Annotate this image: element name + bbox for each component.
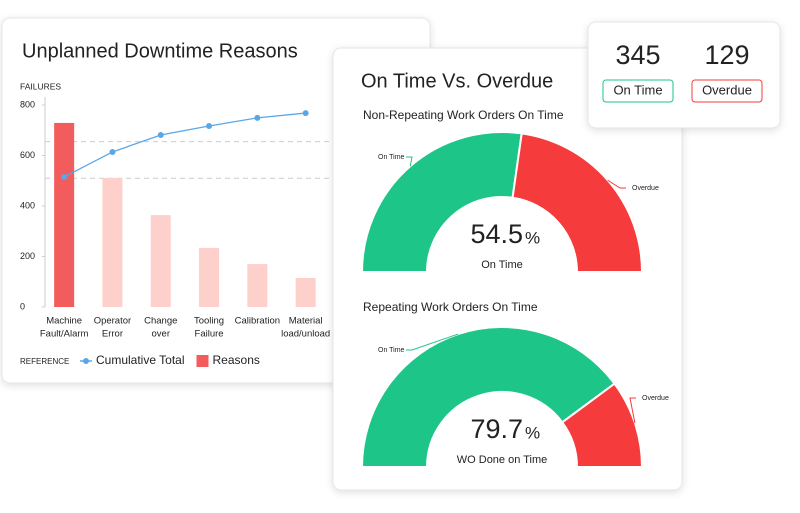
x-tick-label: Calibration [235,316,280,327]
point [206,122,213,129]
x-tick-label: Machine [46,316,82,327]
y-tick-label: 400 [20,200,35,210]
bar [54,122,75,308]
bar [247,264,268,307]
slice-label: On Time [378,347,405,354]
bar [150,215,171,307]
gauge-unit: % [525,228,540,247]
stat-badge [691,79,763,103]
slice-label: On Time [378,154,405,161]
point [157,132,164,139]
x-tick-label: Error [102,329,123,340]
legend-label: Cumulative Total [96,353,185,367]
point [61,173,68,180]
x-tick-label: Fault/Alarm [40,329,89,340]
gauge-card: On Time Vs. Overdue Non-Repeating Work O… [332,47,683,491]
y-tick-label: 0 [20,301,25,311]
stat-label: Overdue [702,82,752,97]
card [587,21,781,129]
stat-label: On Time [613,82,662,97]
legend-label: Reasons [213,353,260,367]
gauge-segment [360,131,523,273]
slice-label: Overdue [642,395,669,402]
stat-badge [602,79,674,103]
gauge-title: Non-Repeating Work Orders On Time [363,108,564,122]
bar [102,177,123,307]
gauge-value: 79.7 [470,414,523,444]
x-tick-label: load/unload [281,329,330,340]
y-tick-label: 800 [20,99,35,109]
leader-line [629,397,636,424]
leader-line [406,333,459,351]
gauge-value: 54.5 [470,219,523,249]
gauge-unit: % [525,423,540,442]
line [63,112,306,178]
stat-value: 345 [615,40,660,70]
x-tick-label: Operator [94,316,132,327]
chart-title: Unplanned Downtime Reasons [22,40,298,62]
bar [199,247,220,307]
leader-line [607,179,626,189]
x-tick-label: Failure [195,329,224,340]
y-tick-label: 200 [20,251,35,261]
x-tick-label: Tooling [194,316,224,327]
y-tick-label: 600 [20,150,35,160]
point [109,148,116,155]
point [254,114,261,121]
slice-label: Overdue [632,185,659,192]
legend-swatch [83,358,89,364]
leader-line [406,156,413,167]
legend-title: REFERENCE [20,357,69,366]
gauge-label: On Time [481,259,523,271]
pareto-card: Unplanned Downtime Reasons FAILURES 0 200… [1,17,431,384]
legend-swatch [196,355,209,367]
x-tick-label: over [152,329,170,340]
point [302,110,309,117]
x-tick-label: Change [144,316,177,327]
stat-value: 129 [704,40,749,70]
panel-title: On Time Vs. Overdue [361,70,553,92]
gauge-segment [560,382,644,468]
bar [295,277,316,307]
gauge-segment [360,326,616,468]
stats-card: 345 On Time 129 Overdue [587,21,781,129]
x-tick-label: Material [289,316,323,327]
gauge-title: Repeating Work Orders On Time [363,300,538,314]
gauge-segment [511,132,644,273]
y-axis-label: FAILURES [20,81,61,91]
gauge-label: WO Done on Time [457,454,547,466]
